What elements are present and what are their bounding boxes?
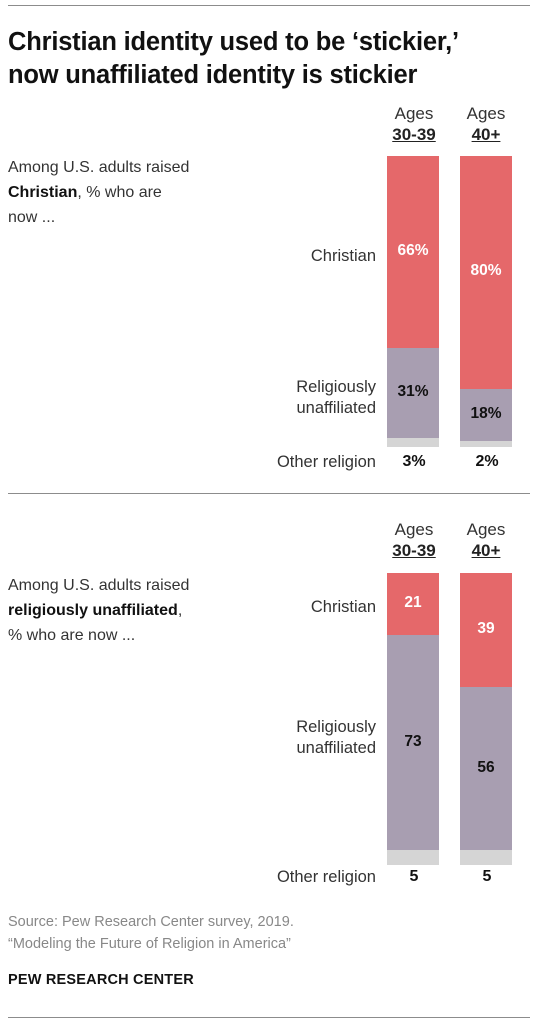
age-header-40-plus: Ages 40+ <box>451 519 521 561</box>
data-label: 18% <box>470 404 502 422</box>
intro-line-2-rest: , % who are <box>77 184 162 201</box>
bottom-rule <box>8 1017 530 1018</box>
data-label: 39 <box>477 619 495 637</box>
age-header-30-39: Ages 30-39 <box>379 519 449 561</box>
label-unaffiliated-line-2: unaffiliated <box>296 739 376 757</box>
source-line-1: Source: Pew Research Center survey, 2019… <box>8 914 294 930</box>
age-header-range: 40+ <box>471 125 501 144</box>
segment-unaffiliated <box>387 634 439 851</box>
age-header-label: Ages <box>466 104 506 123</box>
segment-other <box>387 850 439 865</box>
source-line-2: “Modeling the Future of Religion in Amer… <box>8 936 291 952</box>
data-label: 21 <box>404 593 422 611</box>
source-note: Source: Pew Research Center survey, 2019… <box>8 911 294 955</box>
label-other-religion: Other religion <box>276 453 376 471</box>
panel-1-intro: Among U.S. adults raised Christian, % wh… <box>8 155 248 230</box>
intro-line-2-rest: , <box>177 602 183 619</box>
age-header-range: 30-39 <box>392 125 436 144</box>
data-label: 66% <box>397 242 429 260</box>
segment-other <box>387 438 439 447</box>
intro-bold: Christian <box>8 184 78 201</box>
intro-bold: religiously unaffiliated <box>8 602 178 619</box>
data-label: 31% <box>397 383 429 401</box>
age-header-label: Ages <box>394 104 434 123</box>
intro-line-1: Among U.S. adults raised <box>8 577 190 594</box>
other-value-40-plus: 2% <box>475 453 499 470</box>
title-line-2: now unaffiliated identity is stickier <box>8 61 418 89</box>
age-header-label: Ages <box>466 520 506 539</box>
segment-christian <box>460 573 512 687</box>
label-unaffiliated-line-1: Religiously <box>296 718 376 736</box>
segment-christian <box>387 156 439 349</box>
age-header-30-39: Ages 30-39 <box>379 103 449 145</box>
age-header-range: 30-39 <box>392 541 436 560</box>
segment-unaffiliated <box>460 388 512 442</box>
intro-line-1: Among U.S. adults raised <box>8 159 190 176</box>
age-header-label: Ages <box>394 520 434 539</box>
segment-christian <box>387 573 439 635</box>
label-unaffiliated-line-1: Religiously <box>296 378 376 396</box>
other-value-40-plus: 5 <box>482 868 492 885</box>
label-unaffiliated-line-2: unaffiliated <box>296 399 376 417</box>
segment-christian <box>460 156 512 389</box>
title-line-1: Christian identity used to be ‘stickier,… <box>8 28 459 56</box>
age-header-range: 40+ <box>471 541 501 560</box>
label-christian: Christian <box>310 598 376 616</box>
label-unaffiliated: Religiously unaffiliated <box>296 377 376 419</box>
top-rule <box>8 5 530 6</box>
panel-2-intro: Among U.S. adults raised religiously una… <box>8 573 248 648</box>
data-label: 73 <box>404 732 422 750</box>
segment-other <box>460 850 512 865</box>
data-label: 56 <box>477 758 495 776</box>
segment-unaffiliated <box>387 348 439 439</box>
panel-divider <box>8 493 530 494</box>
label-other-religion: Other religion <box>276 868 376 886</box>
data-label: 80% <box>470 262 502 280</box>
label-christian: Christian <box>310 247 376 265</box>
chart-title: Christian identity used to be ‘stickier,… <box>8 26 528 92</box>
segment-other <box>460 441 512 447</box>
intro-line-3: % who are now ... <box>8 627 136 644</box>
age-header-40-plus: Ages 40+ <box>451 103 521 145</box>
intro-line-3: now ... <box>8 209 56 226</box>
other-value-30-39: 3% <box>402 453 426 470</box>
brand-footer: PEW RESEARCH CENTER <box>8 972 194 988</box>
other-value-30-39: 5 <box>409 868 419 885</box>
label-unaffiliated: Religiously unaffiliated <box>296 717 376 759</box>
segment-unaffiliated <box>460 686 512 851</box>
